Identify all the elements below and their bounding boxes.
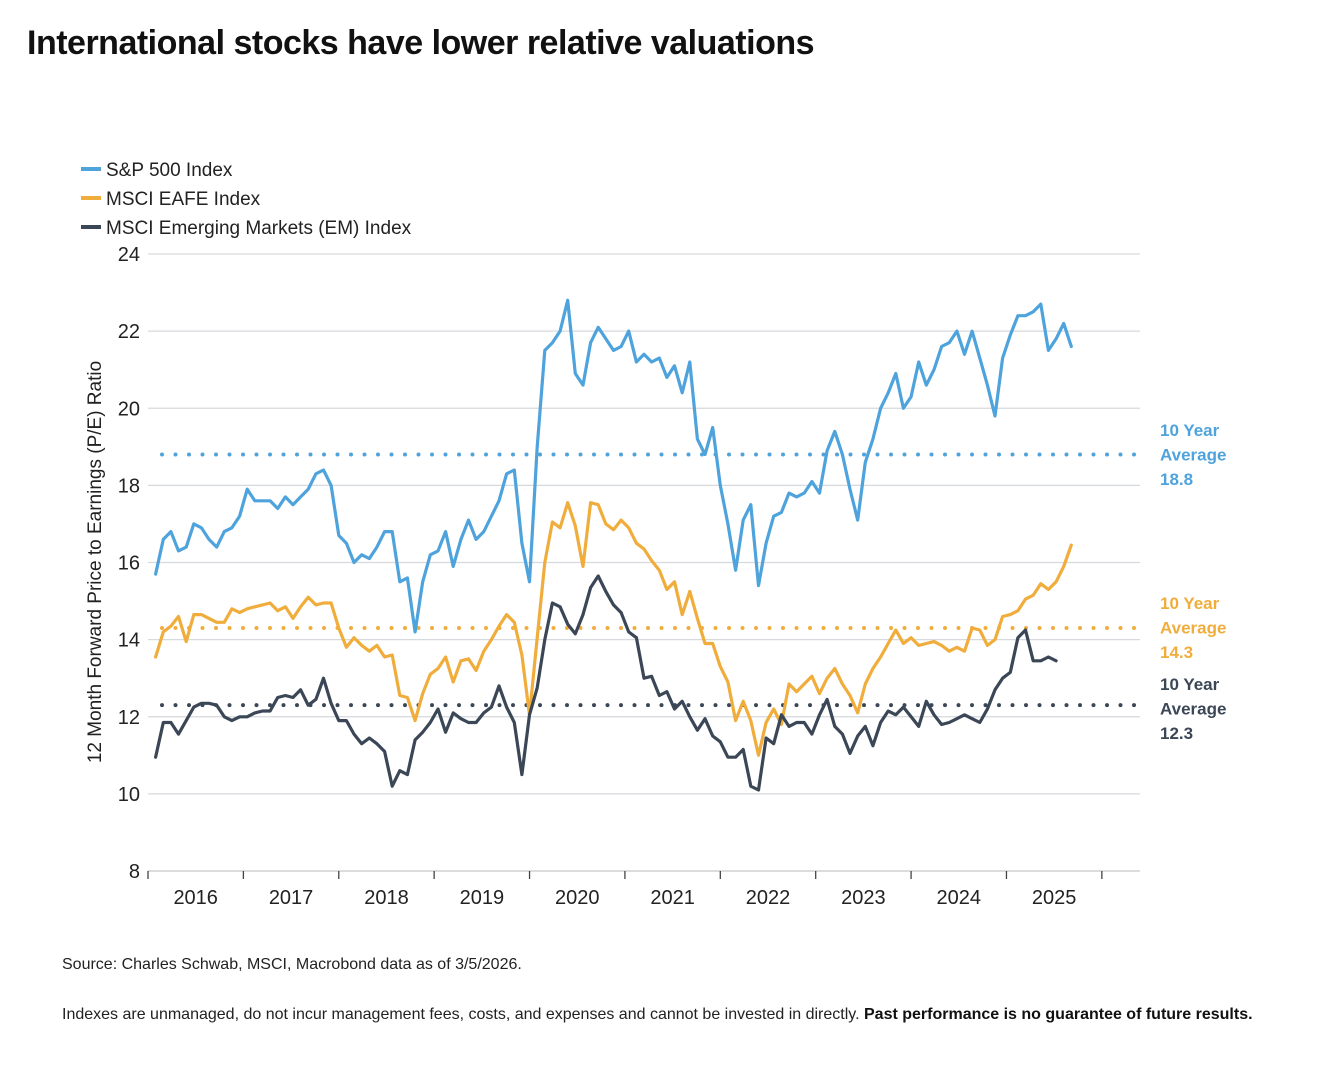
average-label-line: 10 Year [1160,594,1220,613]
average-label-line: Average [1160,619,1226,638]
y-tick-label: 18 [118,475,140,497]
y-axis-label: 12 Month Forward Price to Earnings (P/E)… [85,361,106,763]
average-label: 10 Year Average 18.8 [1160,421,1226,489]
legend-label: MSCI Emerging Markets (EM) Index [106,218,412,239]
disclaimer-text: Indexes are unmanaged, do not incur mana… [62,1006,860,1023]
y-tick-label: 22 [118,321,140,343]
average-label-line: Average [1160,700,1226,719]
y-tick-label: 24 [118,244,140,266]
legend-item: MSCI Emerging Markets (EM) Index [81,218,412,239]
x-tick-label: 2024 [937,887,982,909]
legend-label: S&P 500 Index [106,160,233,181]
x-axis: 2016 2017 2018 2019 2020 2021 2022 2023 2024 2025 [147,870,1140,909]
legend-item: MSCI EAFE Index [81,189,261,210]
legend-label: MSCI EAFE Index [106,189,261,210]
y-tick-label: 12 [118,707,140,729]
legend: S&P 500 Index MSCI EAFE Index MSCI Emergin… [81,160,412,239]
legend-item: S&P 500 Index [81,160,233,181]
disclaimer: Indexes are unmanaged, do not incur mana… [62,1003,1262,1027]
series-line [154,574,1058,792]
average-label-line: 10 Year [1160,421,1220,440]
average-lines [160,452,1142,708]
x-tick-label: 2018 [364,887,409,909]
average-label: 10 Year Average 12.3 [1160,675,1226,743]
average-label-line: 18.8 [1160,470,1193,489]
y-tick-label: 20 [118,398,140,420]
y-tick-label: 16 [118,553,140,575]
x-tick-label: 2017 [269,887,314,909]
average-label-line: 10 Year [1160,675,1220,694]
y-tick-label: 10 [118,784,140,806]
x-tick-label: 2016 [173,887,218,909]
chart-title: International stocks have lower relative… [27,24,815,62]
average-label-line: 12.3 [1160,724,1193,743]
x-tick-label: 2019 [460,887,505,909]
x-tick-label: 2021 [650,887,695,909]
pe-ratio-line-chart: S&P 500 Index MSCI EAFE Index MSCI Emergin… [81,160,1226,909]
x-tick-label: 2023 [841,887,886,909]
y-tick-label: 8 [129,861,140,883]
series-line [154,501,1073,757]
y-axis-ticks: 8 10 12 14 16 18 20 22 24 [118,244,140,883]
x-tick-label: 2020 [555,887,600,909]
y-tick-label: 14 [118,630,140,652]
gridlines [148,253,1140,872]
average-label-line: Average [1160,446,1226,465]
source-note: Source: Charles Schwab, MSCI, Macrobond … [62,956,522,973]
series-lines [154,298,1073,792]
average-label-line: 14.3 [1160,643,1193,662]
average-label: 10 Year Average 14.3 [1160,594,1226,662]
series-line [154,298,1073,634]
x-tick-label: 2025 [1032,887,1077,909]
disclaimer-bold: Past performance is no guarantee of futu… [864,1006,1253,1023]
x-tick-label: 2022 [746,887,791,909]
